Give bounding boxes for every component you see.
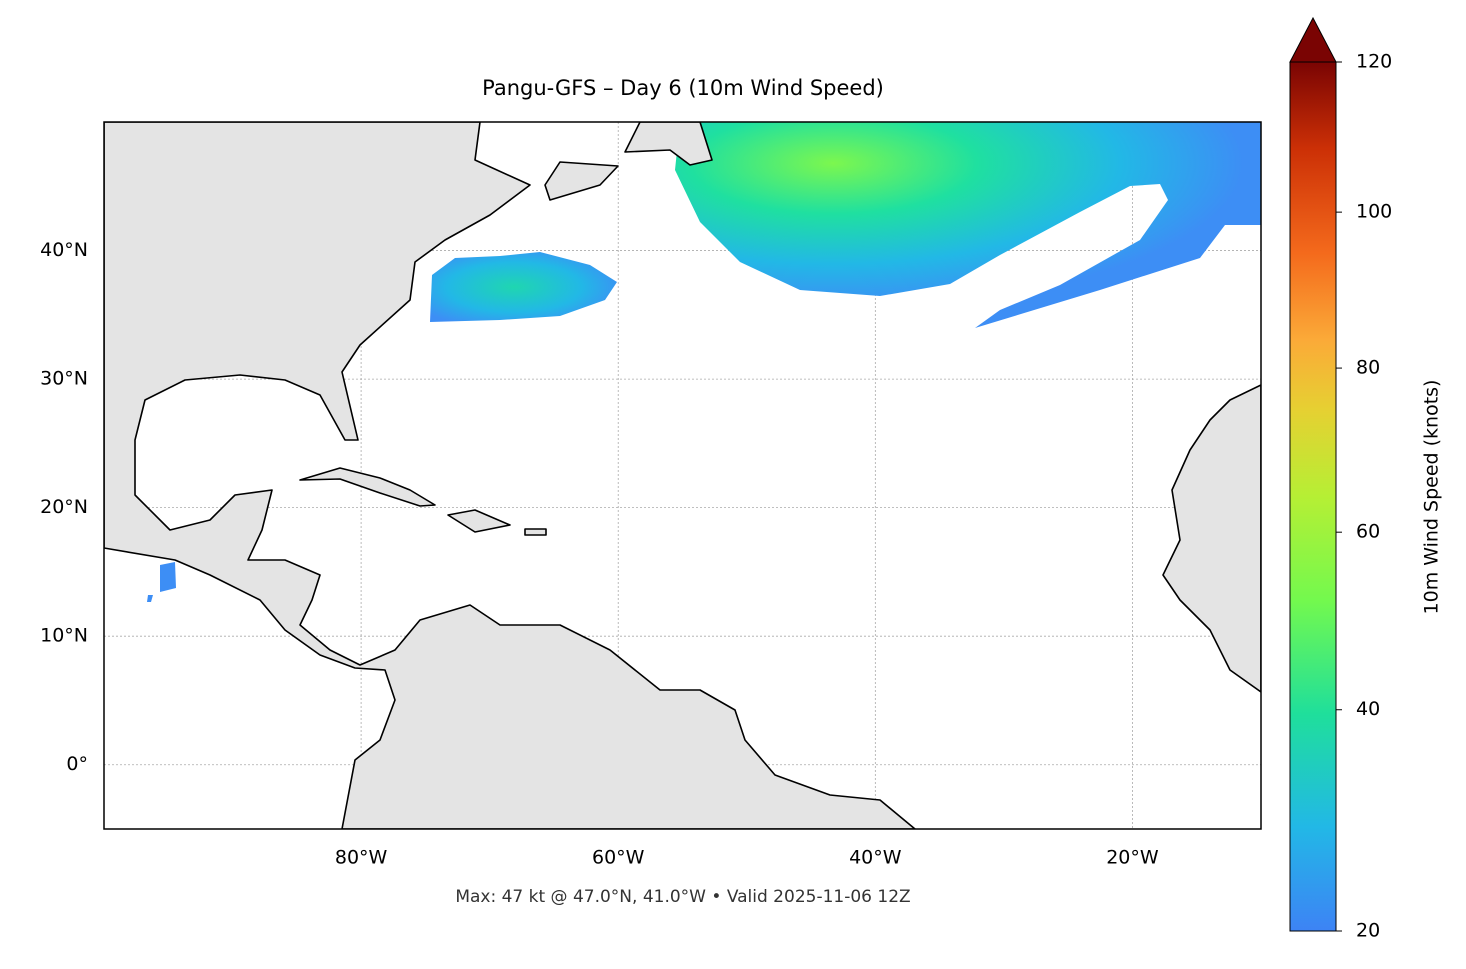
footer: Max: 47 kt @ 47.0°N, 41.0°W • Valid 2025… xyxy=(455,887,910,907)
land xyxy=(299,467,436,507)
land xyxy=(447,509,511,533)
y-tick-label: 30°N xyxy=(40,368,88,390)
x-tick-label: 20°W xyxy=(1106,847,1159,869)
colorbar-tick-label: 80 xyxy=(1356,357,1380,379)
x-tick-label: 40°W xyxy=(849,847,902,869)
colorbar-tick-label: 120 xyxy=(1356,51,1392,73)
colorbar-extend xyxy=(1289,16,1337,63)
y-tick-label: 10°N xyxy=(40,625,88,647)
colorbar: 20 40 60 80 100 120 xyxy=(1289,16,1392,942)
land xyxy=(1162,384,1261,693)
colorbar-frame xyxy=(1289,61,1337,932)
y-tick-label: 0° xyxy=(66,753,88,775)
wind-field xyxy=(675,122,1261,328)
map-frame xyxy=(103,121,1262,830)
map xyxy=(104,122,1261,829)
land xyxy=(524,528,547,536)
wind-field xyxy=(147,562,176,602)
colorbar-tick-label: 20 xyxy=(1356,920,1380,942)
colorbar-tick-label: 60 xyxy=(1356,521,1380,543)
wind-field xyxy=(430,252,617,322)
colorbar-label: 10m Wind Speed (knots) xyxy=(1421,380,1443,615)
colorbar-tick-label: 40 xyxy=(1356,698,1380,720)
x-tick-label: 60°W xyxy=(592,847,645,869)
x-tick-label: 80°W xyxy=(335,847,388,869)
land xyxy=(544,161,619,201)
land xyxy=(624,122,713,166)
colorbar-fill xyxy=(1290,62,1336,931)
colorbar-tick-label: 100 xyxy=(1356,201,1392,223)
y-tick-label: 40°N xyxy=(40,239,88,261)
y-tick-label: 20°N xyxy=(40,496,88,518)
chart-title: Pangu-GFS – Day 6 (10m Wind Speed) xyxy=(482,76,884,100)
land xyxy=(104,122,916,829)
